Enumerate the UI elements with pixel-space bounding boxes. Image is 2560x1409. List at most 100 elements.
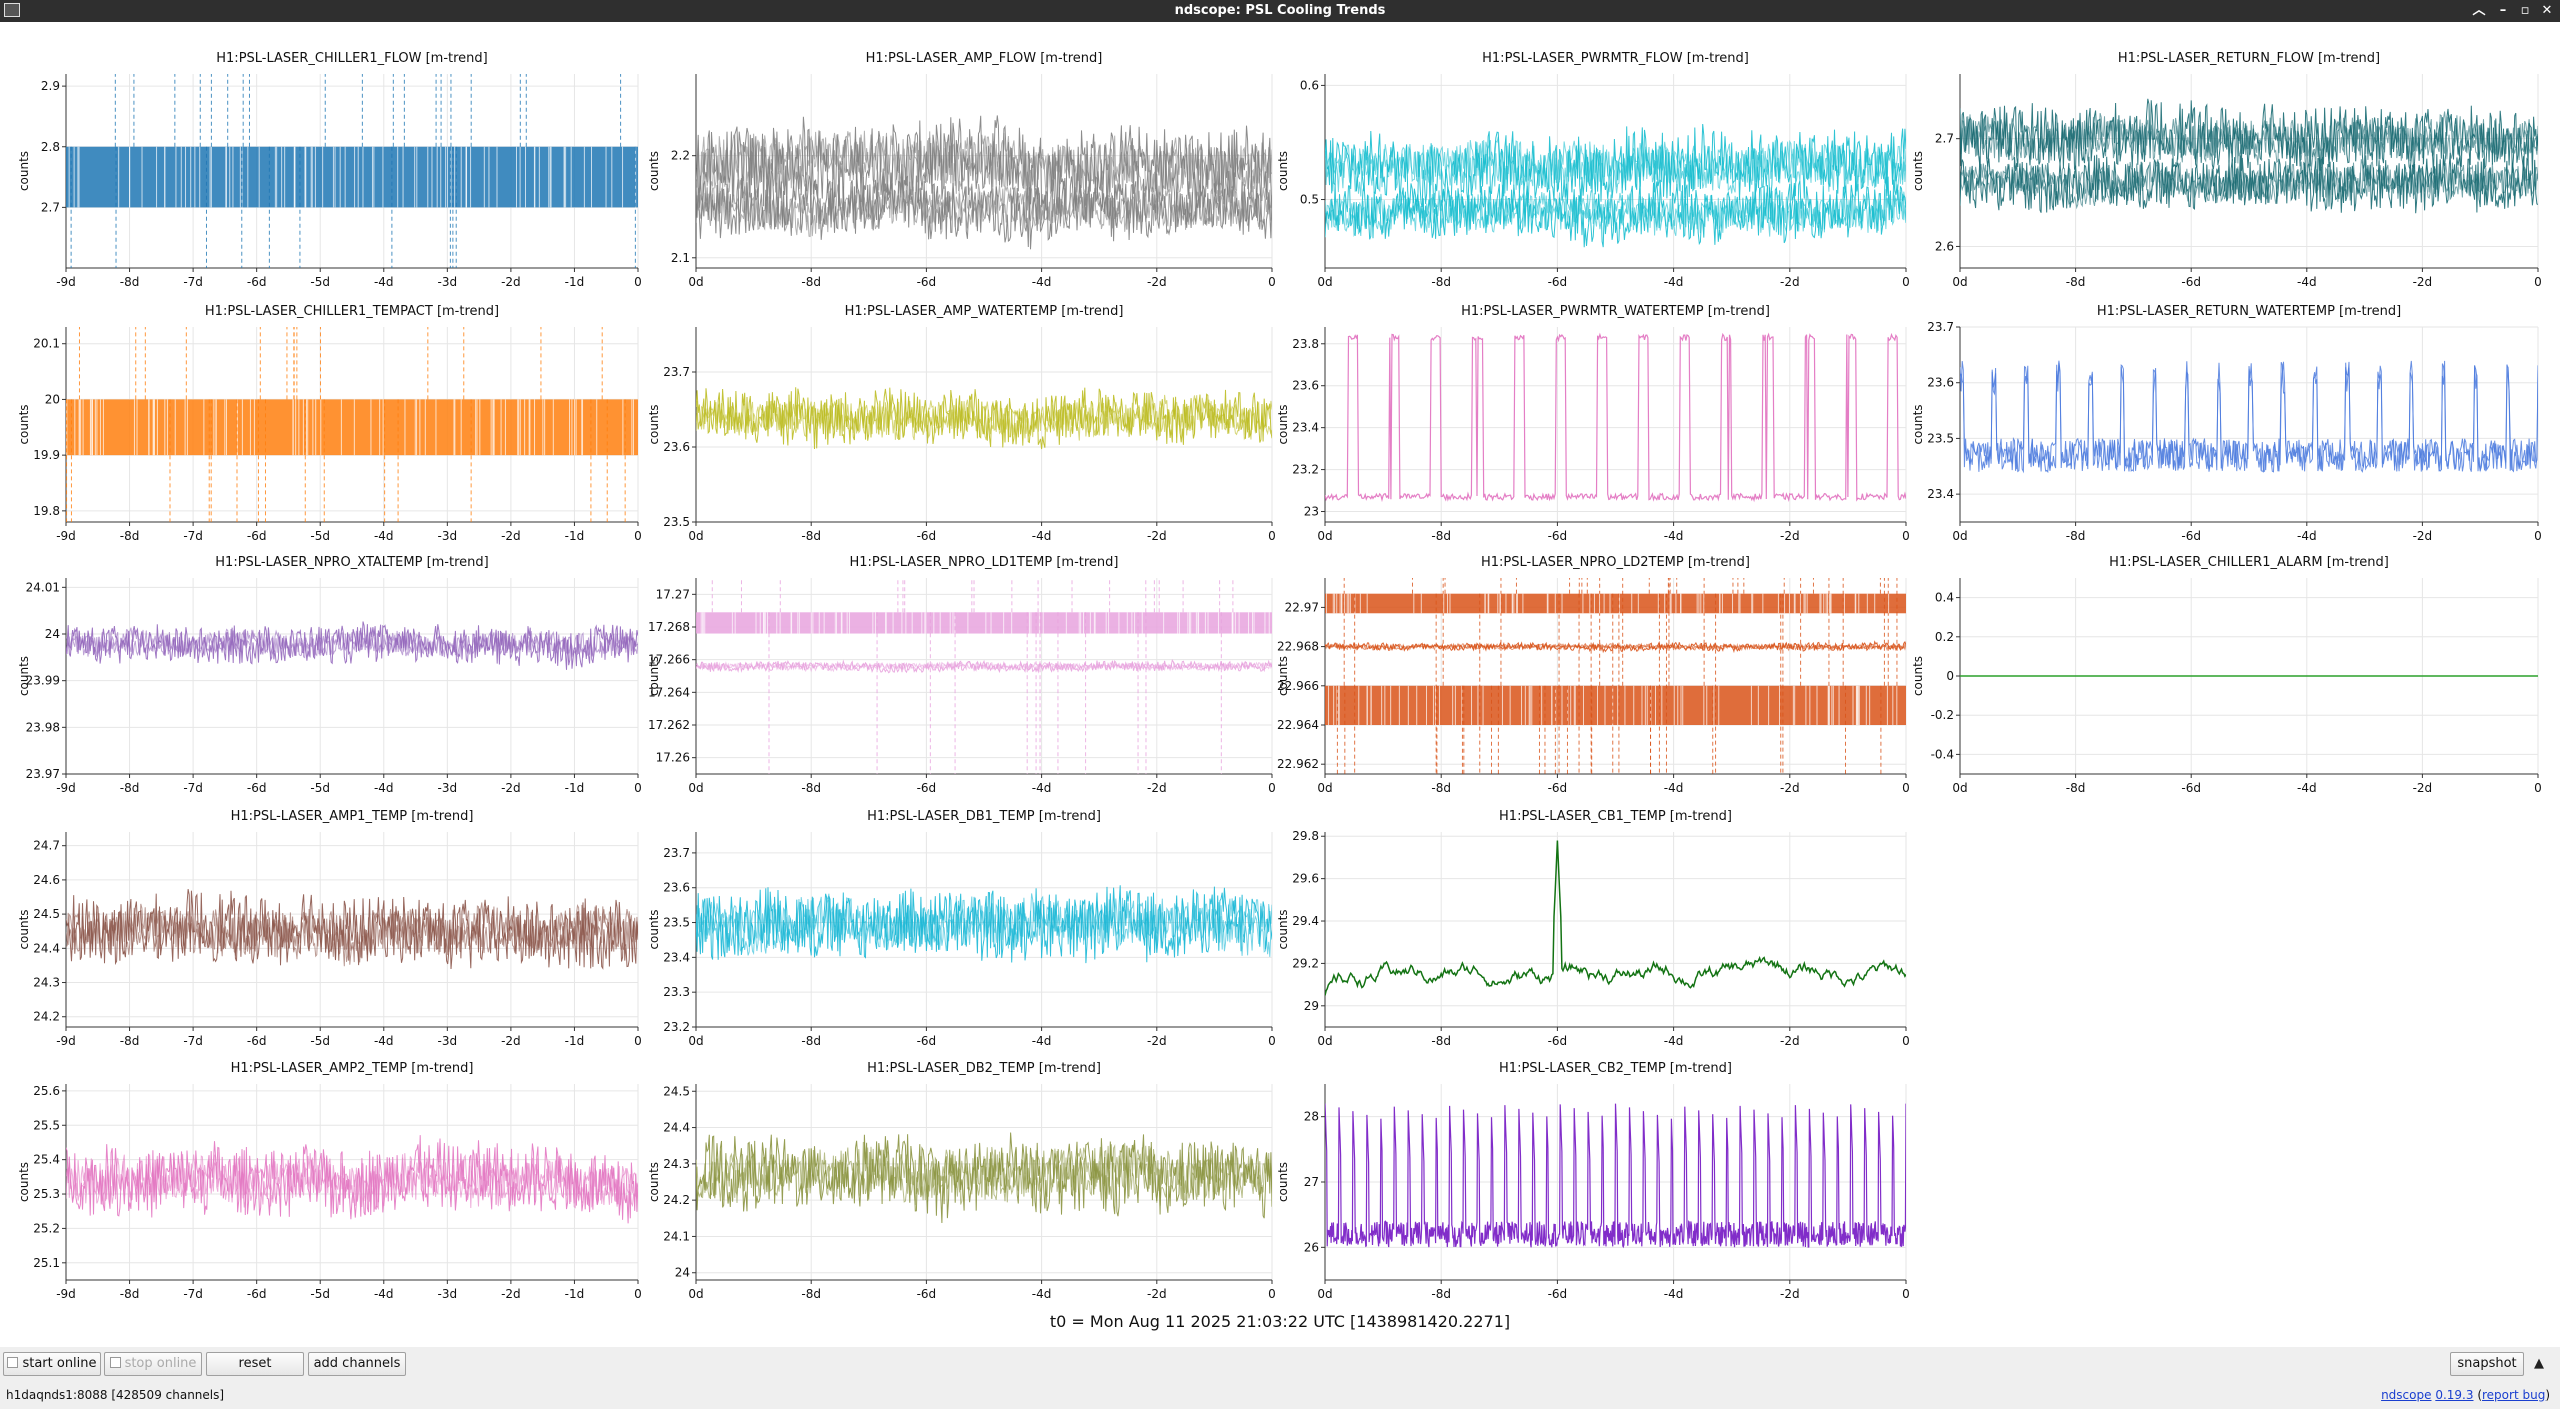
y-tick-label: 23.7 bbox=[663, 365, 690, 379]
add-channels-button[interactable]: add channels bbox=[308, 1352, 406, 1376]
x-tick-label: -1d bbox=[565, 1287, 585, 1301]
y-tick-label: 17.27 bbox=[656, 587, 690, 601]
y-tick-label: 25.2 bbox=[33, 1221, 60, 1235]
plot-title: H1:PSL-LASER_DB2_TEMP [m-trend] bbox=[867, 1061, 1101, 1076]
x-tick-label: -4d bbox=[374, 1287, 394, 1301]
x-tick-label: -6d bbox=[1548, 529, 1568, 543]
title-bar: ndscope: PSL Cooling Trends ︿ – ▫ ✕ bbox=[0, 0, 2560, 22]
plot-title: H1:PSL-LASER_CB2_TEMP [m-trend] bbox=[1499, 1061, 1732, 1076]
y-axis-label: counts bbox=[1276, 1162, 1290, 1202]
x-tick-label: -2d bbox=[1147, 781, 1167, 795]
window-title: ndscope: PSL Cooling Trends bbox=[1174, 3, 1386, 18]
series-line bbox=[66, 902, 638, 958]
data-series bbox=[66, 621, 638, 670]
x-tick-label: 0 bbox=[1902, 781, 1910, 795]
t0-label: t0 = Mon Aug 11 2025 21:03:22 UTC [14389… bbox=[1049, 1312, 1511, 1331]
x-tick-label: -6d bbox=[1548, 275, 1568, 289]
series-line bbox=[1325, 332, 1906, 503]
y-tick-label: 23.5 bbox=[1927, 431, 1954, 445]
x-tick-label: -8d bbox=[801, 529, 821, 543]
reset-button[interactable]: reset bbox=[206, 1352, 304, 1376]
y-tick-label: 29.6 bbox=[1292, 872, 1319, 886]
x-tick-label: -9d bbox=[56, 275, 76, 289]
x-tick-label: -4d bbox=[1032, 529, 1052, 543]
plot-18: H1:PSL-LASER_CB2_TEMP [m-trend] counts 26 2… bbox=[1276, 1061, 1910, 1301]
y-tick-label: 19.9 bbox=[33, 448, 60, 462]
series-line bbox=[696, 387, 1272, 450]
y-tick-label: 24.2 bbox=[33, 1010, 60, 1024]
y-tick-label: 24.4 bbox=[663, 1121, 690, 1135]
collapse-up-icon[interactable]: ▲ bbox=[2534, 1356, 2544, 1371]
series-line bbox=[1325, 188, 1906, 236]
y-tick-label: -0.4 bbox=[1931, 747, 1954, 761]
plot-5: H1:PSL-LASER_CHILLER1_TEMPACT [m-trend] c… bbox=[17, 304, 642, 543]
y-tick-label: 23.6 bbox=[1927, 376, 1954, 390]
data-series bbox=[66, 1135, 638, 1224]
toolbar: start online stop online reset add chann… bbox=[0, 1347, 2560, 1381]
x-tick-label: -6d bbox=[247, 781, 267, 795]
y-tick-label: 24.4 bbox=[33, 941, 60, 955]
plot-title: H1:PSL-LASER_RETURN_FLOW [m-trend] bbox=[2118, 51, 2380, 66]
x-tick-label: -7d bbox=[183, 275, 203, 289]
y-tick-label: 0.6 bbox=[1300, 78, 1319, 92]
y-tick-label: 23.97 bbox=[26, 767, 60, 781]
y-axis-label: counts bbox=[17, 909, 31, 949]
x-tick-label: -6d bbox=[1548, 781, 1568, 795]
ndscope-link[interactable]: ndscope bbox=[2381, 1388, 2432, 1402]
y-tick-label: 23.99 bbox=[26, 674, 60, 688]
plot-4: H1:PSL-LASER_RETURN_FLOW [m-trend] counts… bbox=[1911, 51, 2542, 289]
report-bug-link[interactable]: report bug bbox=[2482, 1388, 2546, 1402]
series-line bbox=[66, 628, 638, 658]
app-icon bbox=[4, 3, 20, 17]
y-tick-label: 24.01 bbox=[26, 580, 60, 594]
x-tick-label: -9d bbox=[56, 1034, 76, 1048]
y-tick-label: 24.2 bbox=[663, 1193, 690, 1207]
y-axis-label: counts bbox=[647, 909, 661, 949]
x-tick-label: 0d bbox=[1952, 781, 1967, 795]
x-tick-label: -6d bbox=[2181, 781, 2201, 795]
series-band bbox=[1325, 593, 1906, 614]
stop-online-button[interactable]: stop online bbox=[104, 1352, 202, 1376]
x-tick-label: 0 bbox=[634, 1034, 642, 1048]
y-tick-label: 25.1 bbox=[33, 1256, 60, 1270]
x-tick-label: -1d bbox=[565, 529, 585, 543]
y-tick-label: 23.7 bbox=[1927, 320, 1954, 334]
y-tick-label: 2.1 bbox=[671, 251, 690, 265]
series-band bbox=[696, 612, 1272, 634]
x-tick-label: 0d bbox=[1317, 529, 1332, 543]
series-line bbox=[696, 115, 1272, 217]
y-axis-label: counts bbox=[1911, 656, 1925, 696]
x-tick-label: 0 bbox=[634, 781, 642, 795]
close-button[interactable]: ✕ bbox=[2541, 3, 2553, 18]
y-tick-label: 23.4 bbox=[663, 950, 690, 964]
plot-title: H1:PSL-LASER_AMP_FLOW [m-trend] bbox=[866, 51, 1103, 66]
y-tick-label: 24.3 bbox=[663, 1157, 690, 1171]
restore-button[interactable]: ▫ bbox=[2520, 3, 2530, 18]
x-tick-label: 0 bbox=[1902, 1287, 1910, 1301]
y-tick-label: 2.9 bbox=[41, 79, 60, 93]
y-axis-label: counts bbox=[647, 151, 661, 191]
data-series bbox=[696, 578, 1272, 774]
y-tick-label: 23.6 bbox=[1292, 379, 1319, 393]
x-tick-label: -6d bbox=[1548, 1034, 1568, 1048]
y-tick-label: 23 bbox=[1304, 505, 1319, 519]
plot-17: H1:PSL-LASER_DB2_TEMP [m-trend] counts 24 2… bbox=[647, 1061, 1276, 1301]
x-tick-label: -8d bbox=[2066, 781, 2086, 795]
maximize-up-icon[interactable]: ︿ bbox=[2472, 3, 2486, 18]
plot-title: H1:PSL-LASER_NPRO_LD2TEMP [m-trend] bbox=[1481, 555, 1750, 570]
y-tick-label: 0 bbox=[1946, 669, 1954, 683]
x-tick-label: -2d bbox=[1780, 529, 1800, 543]
plot-1: H1:PSL-LASER_CHILLER1_FLOW [m-trend] coun… bbox=[17, 51, 642, 289]
version-link[interactable]: 0.19.3 bbox=[2435, 1388, 2474, 1402]
snapshot-button[interactable]: snapshot bbox=[2450, 1352, 2524, 1376]
start-online-button[interactable]: start online bbox=[3, 1352, 101, 1376]
x-tick-label: 0 bbox=[1902, 1034, 1910, 1048]
y-axis-label: counts bbox=[1911, 404, 1925, 444]
plot-title: H1:PSL-LASER_NPRO_LD1TEMP [m-trend] bbox=[850, 555, 1119, 570]
series-line bbox=[696, 893, 1272, 957]
x-tick-label: -4d bbox=[2297, 529, 2317, 543]
minimize-button[interactable]: – bbox=[2499, 3, 2507, 18]
y-tick-label: 22.964 bbox=[1277, 718, 1319, 732]
plot-13: H1:PSL-LASER_AMP1_TEMP [m-trend]counts24… bbox=[17, 809, 642, 1048]
y-tick-label: 29.4 bbox=[1292, 914, 1319, 928]
